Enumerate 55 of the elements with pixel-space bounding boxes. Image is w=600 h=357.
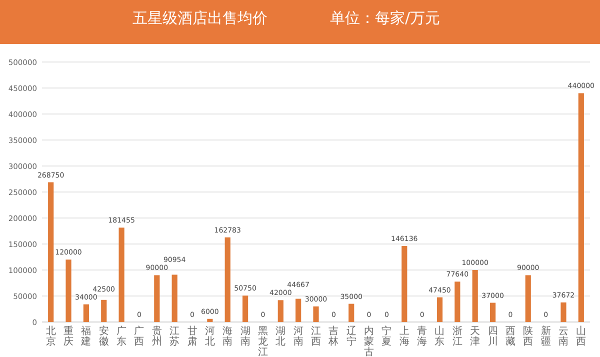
chart-subtitle: 单位：每家/万元 [330,9,440,27]
bar [472,270,478,322]
x-tick-label: 重庆 [64,325,74,348]
bar [101,300,107,322]
bar [242,296,248,322]
x-tick-label: 山西 [576,325,586,348]
bar [525,275,531,322]
chart-title: 五星级酒店出售均价 [132,9,268,27]
bar [48,182,54,322]
bar [154,275,160,322]
x-tick-label: 吉林 [328,325,339,348]
bar [224,237,230,322]
x-tick-label: 内蒙古 [364,325,374,357]
bar [83,304,89,322]
x-tick-label: 青海 [417,325,428,348]
bar [278,300,284,322]
x-tick-label: 安徽 [98,325,109,348]
bar [66,260,72,322]
x-tick-label: 陕西 [523,325,534,348]
x-tick-label: 江西 [311,325,321,348]
x-tick-label: 广西 [134,325,144,348]
x-tick-label: 海南 [222,325,233,348]
bar [560,302,566,322]
x-tick-label: 四川 [488,326,498,348]
x-tick-label: 云南 [558,326,568,348]
bar [207,318,213,322]
x-tick-label: 西藏 [505,326,516,348]
bar [348,304,354,322]
x-tick-label: 福建 [80,325,92,348]
x-tick-label: 新疆 [540,325,551,348]
x-tick-label: 上海 [399,325,410,348]
bar [454,282,460,322]
x-tick-label: 北京 [46,325,56,348]
x-tick-label: 江苏 [170,325,180,348]
x-tick-label: 浙江 [452,325,462,348]
x-tick-label: 黑龙江 [258,326,268,357]
x-tick-label: 湖南 [240,325,250,348]
x-tick-label: 广东 [116,325,127,348]
bar [436,297,443,322]
x-tick-label: 天津 [470,326,480,348]
x-tick-label: 山东 [434,325,445,348]
bar [296,298,302,322]
bar [313,306,319,322]
bar [578,93,584,322]
x-tick-label: 宁夏 [382,325,392,348]
bar [118,228,124,322]
x-tick-label: 河北 [204,325,215,348]
bar [402,246,408,322]
bar [172,274,178,322]
x-tick-label: 河南 [293,325,304,348]
bar [490,302,496,322]
x-tick-label: 湖北 [276,325,286,348]
x-tick-label: 贵州 [152,325,162,348]
x-tick-label: 甘肃 [187,325,198,348]
x-tick-label: 辽宁 [346,325,356,348]
